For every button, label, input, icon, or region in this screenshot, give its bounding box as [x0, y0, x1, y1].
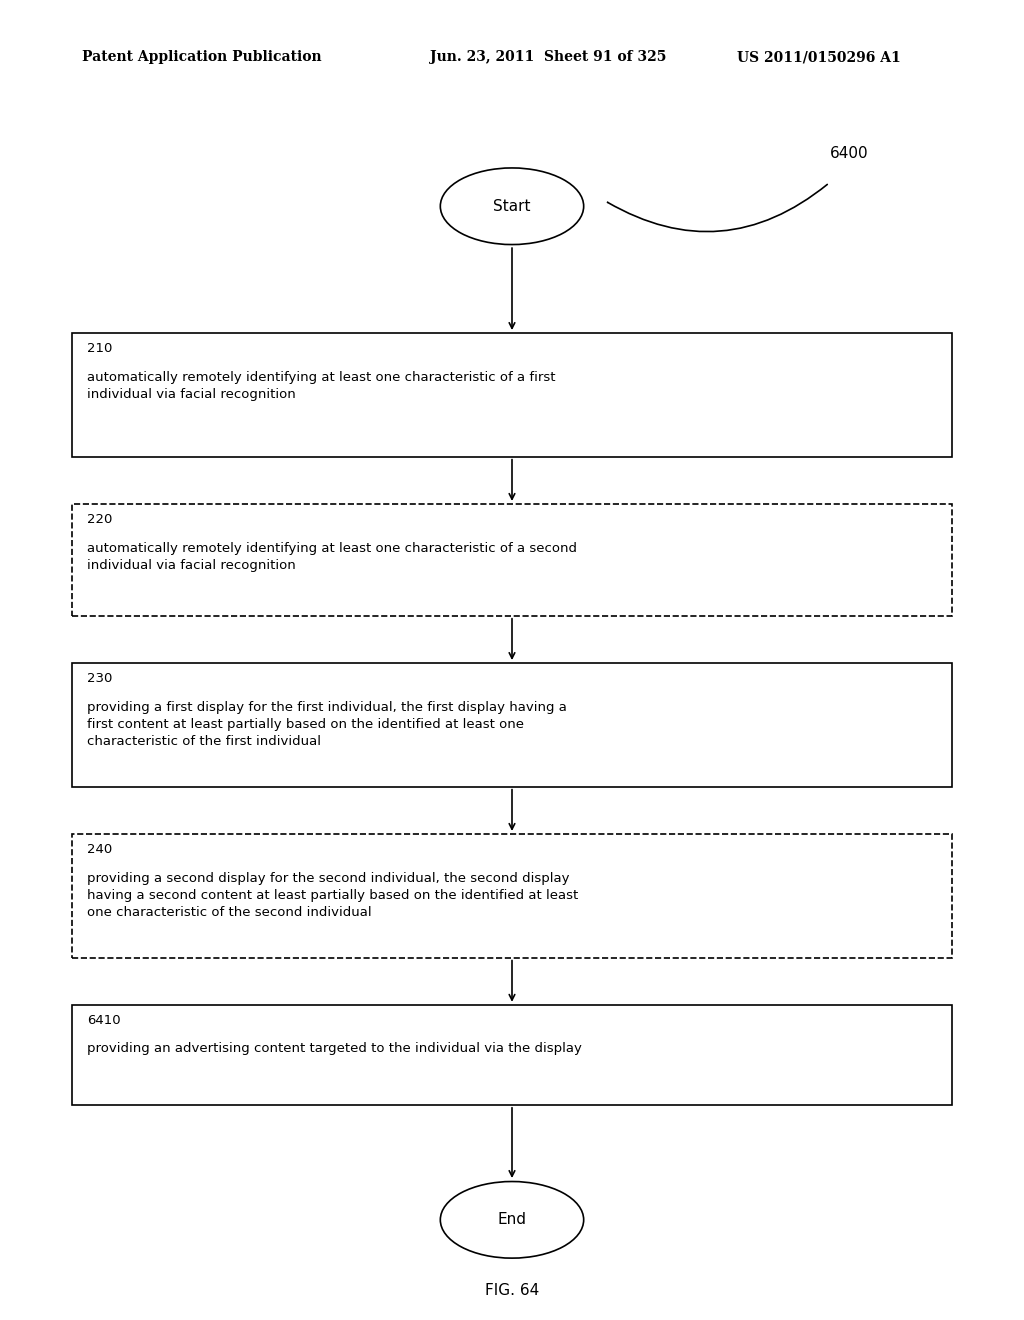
FancyBboxPatch shape [72, 333, 952, 457]
Text: 230: 230 [87, 672, 113, 685]
FancyBboxPatch shape [72, 1005, 952, 1105]
Text: 240: 240 [87, 843, 113, 857]
Text: US 2011/0150296 A1: US 2011/0150296 A1 [737, 50, 901, 65]
Ellipse shape [440, 168, 584, 244]
FancyBboxPatch shape [72, 663, 952, 787]
Text: providing a second display for the second individual, the second display
having : providing a second display for the secon… [87, 871, 579, 919]
Text: providing a first display for the first individual, the first display having a
f: providing a first display for the first … [87, 701, 567, 747]
Text: FIG. 64: FIG. 64 [485, 1283, 539, 1298]
Text: 6410: 6410 [87, 1014, 121, 1027]
Text: providing an advertising content targeted to the individual via the display: providing an advertising content targete… [87, 1043, 582, 1056]
Text: automatically remotely identifying at least one characteristic of a second
indiv: automatically remotely identifying at le… [87, 541, 578, 572]
Text: 220: 220 [87, 513, 113, 527]
Text: Patent Application Publication: Patent Application Publication [82, 50, 322, 65]
Text: Jun. 23, 2011  Sheet 91 of 325: Jun. 23, 2011 Sheet 91 of 325 [430, 50, 667, 65]
Text: Start: Start [494, 199, 530, 214]
Text: 6400: 6400 [829, 145, 868, 161]
Text: End: End [498, 1212, 526, 1228]
Ellipse shape [440, 1181, 584, 1258]
FancyBboxPatch shape [72, 504, 952, 616]
FancyBboxPatch shape [72, 834, 952, 957]
Text: 210: 210 [87, 342, 113, 355]
Text: automatically remotely identifying at least one characteristic of a first
indivi: automatically remotely identifying at le… [87, 371, 556, 401]
FancyArrowPatch shape [607, 185, 827, 231]
